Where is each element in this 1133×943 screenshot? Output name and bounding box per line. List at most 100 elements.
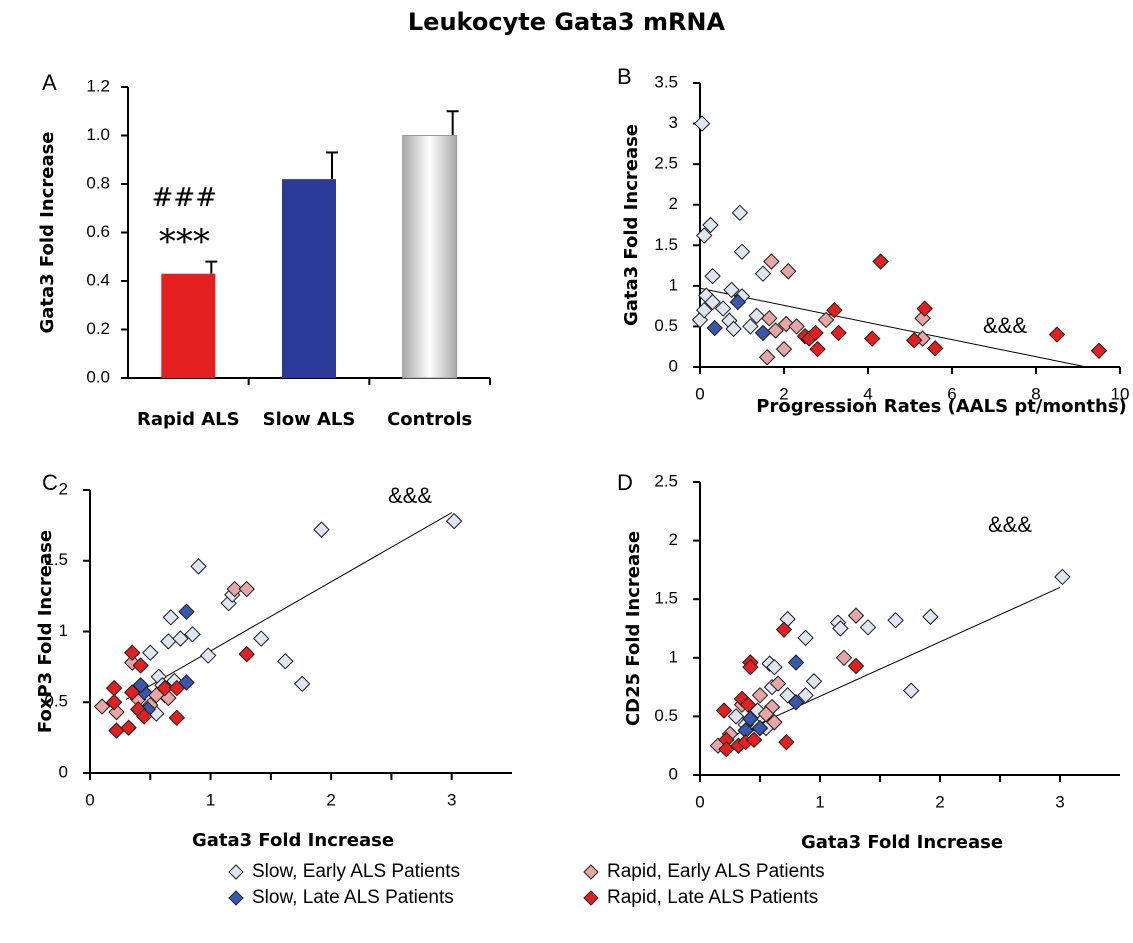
data-point-slow-early bbox=[731, 204, 749, 222]
data-point-rapid-early bbox=[766, 714, 783, 731]
y-tick-label: 0.4 bbox=[86, 270, 110, 289]
figure-canvas: A Gata3 Fold Increase 0.0 0.2 0.4 0.6 0.8 1.0 1.… bbox=[35, 64, 1129, 853]
data-point-slow-early bbox=[742, 318, 759, 335]
y-tick-label: 0 bbox=[669, 764, 678, 783]
y-tick-label: 2 bbox=[669, 530, 678, 549]
data-point-slow-early bbox=[704, 293, 721, 311]
data-point-rapid-early bbox=[817, 311, 835, 329]
panel-letter-b: B bbox=[617, 64, 632, 89]
data-point-slow-early bbox=[704, 267, 721, 285]
data-point-rapid-late bbox=[238, 645, 255, 663]
data-point-slow-early bbox=[723, 281, 740, 299]
data-point-slow-early bbox=[445, 512, 463, 530]
trendline bbox=[723, 587, 1061, 741]
x-tick-label: 3 bbox=[1055, 792, 1064, 811]
data-point-rapid-early bbox=[758, 349, 776, 366]
data-point-slow-early bbox=[693, 115, 711, 132]
data-point-rapid-late bbox=[778, 733, 795, 751]
data-point-rapid-early bbox=[779, 263, 797, 280]
x-tick-label: 2 bbox=[779, 384, 788, 403]
data-point-rapid-late bbox=[108, 722, 125, 739]
annotation-hash: ### bbox=[152, 183, 217, 213]
data-point-slow-early bbox=[733, 243, 751, 260]
x-tick-label: 0 bbox=[85, 790, 94, 809]
y-tick-label: 0.5 bbox=[654, 316, 678, 335]
y-tick-label: 2 bbox=[669, 194, 678, 213]
legend-item-slow-early: Slow, Early ALS Patients bbox=[228, 861, 460, 883]
data-point-rapid-late bbox=[123, 644, 141, 661]
data-point-rapid-late bbox=[132, 657, 149, 674]
x-tick-label: 0 bbox=[695, 384, 704, 403]
y-axis-label: Gata3 Fold Increase bbox=[621, 124, 642, 326]
data-point-slow-early bbox=[313, 521, 330, 538]
data-point-slow-early bbox=[859, 619, 877, 636]
annotation-stars: *** bbox=[159, 222, 210, 262]
data-point-slow-early bbox=[887, 612, 904, 629]
data-point-slow-early bbox=[160, 633, 177, 650]
data-point-rapid-early bbox=[769, 675, 787, 692]
data-point-rapid-early bbox=[775, 340, 793, 358]
data-point-rapid-late bbox=[168, 709, 186, 727]
data-point-rapid-late bbox=[872, 253, 889, 270]
y-axis-label: FoxP3 Fold Increase bbox=[35, 530, 56, 733]
diamond-marker-icon bbox=[583, 890, 599, 906]
data-point-rapid-late bbox=[775, 621, 793, 638]
data-point-slow-late bbox=[178, 603, 195, 620]
data-point-slow-early bbox=[184, 626, 201, 643]
data-point-slow-early bbox=[766, 658, 783, 676]
data-point-slow-early bbox=[695, 301, 713, 319]
legend: Slow, Early ALS Patients Rapid, Early AL… bbox=[228, 861, 1008, 941]
data-point-slow-late bbox=[751, 719, 769, 737]
data-point-rapid-late bbox=[745, 731, 763, 749]
y-tick-label: 0.5 bbox=[654, 706, 678, 725]
y-tick-label: 1.0 bbox=[86, 125, 110, 144]
legend-item-rapid-late: Rapid, Late ALS Patients bbox=[583, 887, 818, 909]
significance-annotation: &&& bbox=[983, 313, 1027, 338]
data-point-slow-early bbox=[277, 653, 294, 670]
data-point-rapid-early bbox=[761, 310, 778, 327]
y-tick-label: 0.0 bbox=[86, 367, 110, 386]
y-tick-label: 2 bbox=[59, 479, 68, 498]
y-tick-label: 1.5 bbox=[654, 589, 678, 608]
data-point-slow-early bbox=[797, 629, 814, 647]
data-point-slow-late bbox=[787, 654, 805, 671]
legend-label: Rapid, Late ALS Patients bbox=[607, 887, 819, 908]
x-tick-label: 0 bbox=[695, 792, 704, 811]
y-axis-label: CD25 Fold Increase bbox=[623, 531, 644, 726]
data-point-slow-early bbox=[142, 644, 159, 661]
legend-item-rapid-early: Rapid, Early ALS Patients bbox=[583, 861, 825, 883]
data-point-rapid-early bbox=[847, 607, 865, 624]
data-point-slow-early bbox=[293, 675, 311, 693]
x-tick-label: 3 bbox=[447, 790, 456, 809]
y-tick-label: 2.5 bbox=[654, 154, 678, 173]
data-point-rapid-late bbox=[826, 301, 843, 319]
x-category-label: Slow ALS bbox=[263, 409, 356, 430]
x-tick-label: 1 bbox=[206, 790, 215, 809]
data-point-rapid-early bbox=[751, 687, 769, 704]
data-point-slow-early bbox=[727, 708, 745, 725]
y-tick-label: 3.5 bbox=[654, 72, 678, 91]
y-tick-label: 0.2 bbox=[86, 319, 110, 338]
legend-item-slow-late: Slow, Late ALS Patients bbox=[228, 887, 454, 909]
data-point-rapid-late bbox=[105, 694, 123, 711]
x-category-label: Controls bbox=[387, 409, 472, 430]
data-point-rapid-early bbox=[757, 705, 775, 723]
data-point-slow-early bbox=[695, 227, 713, 244]
data-point-rapid-late bbox=[136, 708, 153, 725]
data-point-rapid-early bbox=[238, 580, 255, 598]
data-point-rapid-late bbox=[156, 679, 173, 697]
data-point-slow-late bbox=[706, 319, 723, 337]
data-point-rapid-late bbox=[715, 702, 733, 719]
data-point-slow-early bbox=[253, 630, 270, 647]
data-point-slow-early bbox=[832, 620, 849, 637]
data-point-slow-early bbox=[725, 320, 742, 338]
y-tick-label: 1.5 bbox=[44, 550, 68, 569]
data-point-slow-early bbox=[190, 558, 207, 575]
data-point-rapid-late bbox=[809, 340, 826, 358]
data-point-rapid-late bbox=[120, 719, 137, 736]
data-point-rapid-late bbox=[1090, 342, 1108, 359]
x-category-label: Rapid ALS bbox=[137, 409, 240, 430]
panel-letter-d: D bbox=[617, 470, 633, 495]
data-point-rapid-late bbox=[847, 657, 865, 675]
y-tick-label: 1 bbox=[59, 621, 68, 640]
